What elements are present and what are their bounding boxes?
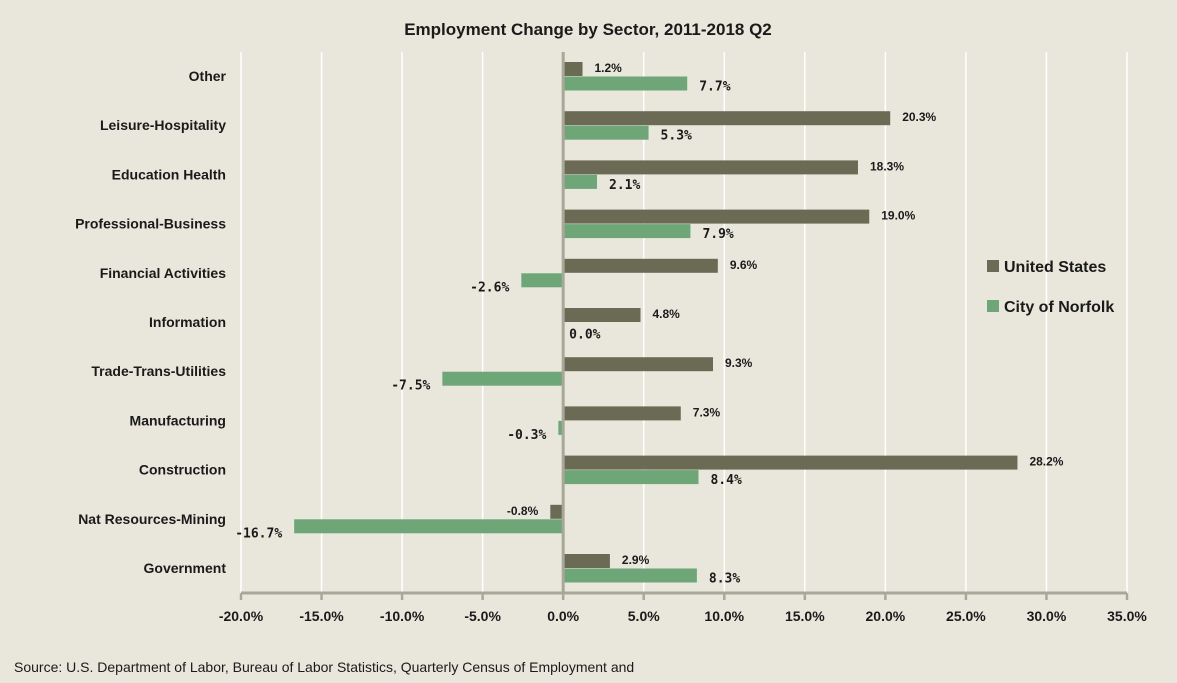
bar-city-of-norfolk bbox=[563, 174, 598, 189]
bar-city-of-norfolk bbox=[563, 224, 691, 239]
legend-swatch bbox=[987, 300, 999, 312]
x-tick-label: 10.0% bbox=[704, 608, 744, 624]
bars: 1.2% 7.7% 20.3% 5.3% 18.3% 2.1% 19.0% 7.9% 9.6% -… bbox=[235, 61, 1064, 587]
data-label-city-of-norfolk: -0.3% bbox=[507, 428, 546, 443]
data-label-city-of-norfolk: 5.3% bbox=[661, 129, 692, 144]
x-tick-label: 0.0% bbox=[547, 608, 579, 624]
data-label-united-states: 1.2% bbox=[595, 61, 623, 75]
bar-united-states bbox=[563, 308, 641, 322]
bar-city-of-norfolk bbox=[294, 519, 564, 534]
category-label: Nat Resources-Mining bbox=[78, 511, 226, 527]
legend-label: City of Norfolk bbox=[1004, 299, 1114, 316]
category-label: Government bbox=[144, 560, 227, 576]
bar-united-states bbox=[563, 111, 891, 126]
bar-united-states bbox=[563, 62, 583, 76]
data-label-city-of-norfolk: -7.5% bbox=[391, 379, 430, 394]
data-label-united-states: 20.3% bbox=[902, 110, 936, 124]
bar-city-of-norfolk bbox=[521, 273, 564, 288]
data-label-united-states: 19.0% bbox=[881, 209, 915, 223]
data-label-city-of-norfolk: 2.1% bbox=[609, 178, 640, 193]
bar-city-of-norfolk bbox=[563, 470, 699, 485]
data-label-city-of-norfolk: 8.4% bbox=[710, 473, 741, 488]
category-label: Leisure-Hospitality bbox=[100, 117, 226, 133]
legend-swatch bbox=[987, 260, 999, 272]
bar-city-of-norfolk bbox=[558, 420, 564, 435]
bar-city-of-norfolk bbox=[563, 125, 649, 140]
x-tick-label: 35.0% bbox=[1107, 608, 1147, 624]
legend-label: United States bbox=[1004, 259, 1106, 276]
legend: United States City of Norfolk bbox=[987, 259, 1114, 316]
bar-united-states bbox=[563, 357, 713, 372]
x-tick-label: 30.0% bbox=[1027, 608, 1067, 624]
data-label-united-states: -0.8% bbox=[507, 504, 539, 518]
bar-city-of-norfolk bbox=[563, 76, 688, 91]
category-label: Trade-Trans-Utilities bbox=[91, 363, 226, 379]
data-label-city-of-norfolk: 8.3% bbox=[709, 572, 740, 587]
bar-city-of-norfolk bbox=[563, 568, 697, 583]
data-label-united-states: 28.2% bbox=[1029, 455, 1063, 469]
bar-united-states bbox=[563, 160, 858, 175]
source-note: Source: U.S. Department of Labor, Bureau… bbox=[14, 659, 634, 675]
category-label: Other bbox=[189, 68, 227, 84]
data-label-united-states: 9.6% bbox=[730, 258, 758, 272]
x-axis: -20.0% -15.0% -10.0% -5.0% 0.0% 5.0% 10.0% 15.0… bbox=[219, 52, 1147, 624]
data-label-city-of-norfolk: 0.0% bbox=[569, 328, 600, 343]
gridlines bbox=[240, 52, 1128, 593]
chart-title: Employment Change by Sector, 2011-2018 Q… bbox=[404, 20, 772, 39]
data-label-united-states: 18.3% bbox=[870, 159, 904, 173]
category-labels: Other Leisure-Hospitality Education Health… bbox=[75, 68, 226, 576]
data-label-city-of-norfolk: 7.7% bbox=[699, 80, 730, 95]
bar-united-states bbox=[550, 504, 564, 519]
bar-united-states bbox=[563, 406, 681, 421]
x-tick-label: 25.0% bbox=[946, 608, 986, 624]
data-label-united-states: 4.8% bbox=[653, 307, 681, 321]
bar-united-states bbox=[563, 258, 718, 273]
category-label: Professional-Business bbox=[75, 216, 226, 232]
x-tick-label: -10.0% bbox=[380, 608, 425, 624]
x-tick-label: -5.0% bbox=[464, 608, 501, 624]
bar-united-states bbox=[563, 455, 1018, 470]
x-tick-label: 20.0% bbox=[866, 608, 906, 624]
category-label: Construction bbox=[139, 462, 226, 478]
data-label-united-states: 2.9% bbox=[622, 553, 650, 567]
data-label-united-states: 7.3% bbox=[693, 405, 721, 419]
x-tick-label: -20.0% bbox=[219, 608, 264, 624]
category-label: Information bbox=[149, 314, 226, 330]
x-tick-label: 5.0% bbox=[628, 608, 660, 624]
bar-city-of-norfolk bbox=[442, 371, 564, 386]
bar-united-states bbox=[563, 554, 610, 568]
category-label: Financial Activities bbox=[100, 265, 227, 281]
category-label: Education Health bbox=[112, 166, 226, 182]
category-label: Manufacturing bbox=[130, 412, 226, 428]
bar-united-states bbox=[563, 209, 870, 224]
data-label-united-states: 9.3% bbox=[725, 356, 753, 370]
data-label-city-of-norfolk: -2.6% bbox=[470, 280, 509, 295]
x-tick-label: 15.0% bbox=[785, 608, 825, 624]
data-label-city-of-norfolk: 7.9% bbox=[702, 227, 733, 242]
data-label-city-of-norfolk: -16.7% bbox=[235, 526, 282, 541]
x-tick-label: -15.0% bbox=[299, 608, 344, 624]
